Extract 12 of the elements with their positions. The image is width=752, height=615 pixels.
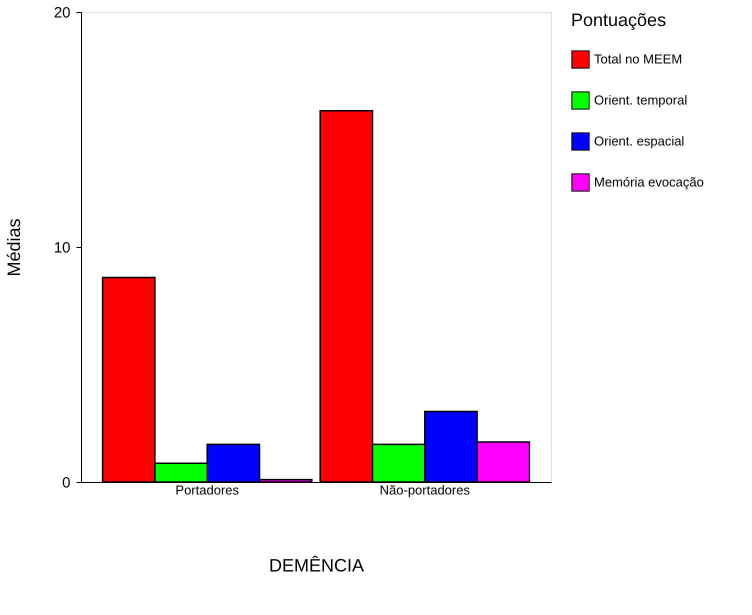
legend-label: Orient. temporal xyxy=(594,92,688,108)
legend-label: Total no MEEM xyxy=(594,52,682,66)
y-tick-label: 0 xyxy=(62,474,70,492)
x-axis-title: DEMÊNCIA xyxy=(268,556,364,576)
y-axis-title: Médias xyxy=(4,218,24,277)
y-tick-label: 20 xyxy=(54,4,70,22)
y-tick-label: 10 xyxy=(54,240,70,256)
legend-label: Memória evocação xyxy=(594,174,704,190)
x-tick-label: Não-portadores xyxy=(380,482,470,498)
x-tick-label: Portadores xyxy=(175,482,240,498)
legend-label: Orient. espacial xyxy=(594,134,684,148)
legend-title: Pontuações xyxy=(571,10,666,30)
